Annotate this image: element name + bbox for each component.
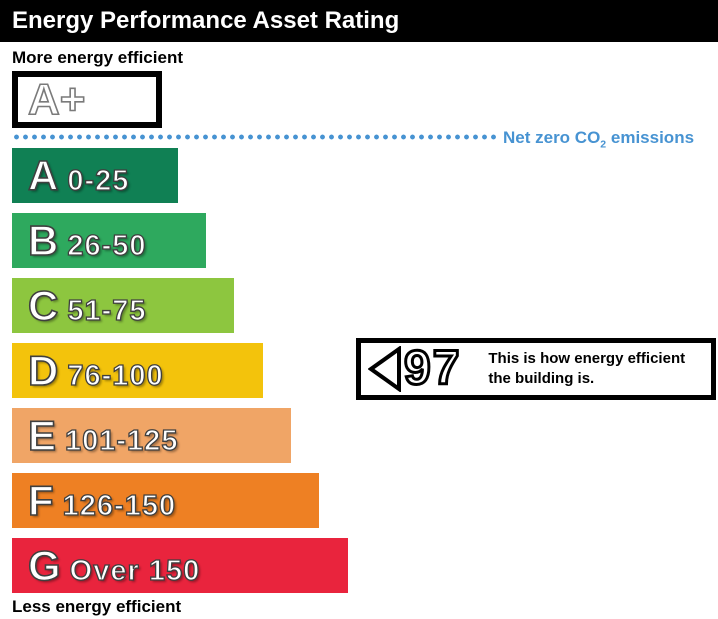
band-b-range: 26-50 <box>67 229 147 262</box>
left-arrow-icon <box>368 346 401 392</box>
band-c-letter: C <box>27 281 59 330</box>
rating-value: 97 <box>402 342 462 395</box>
band-a-letter: A <box>27 151 59 200</box>
net-zero-text-suffix: emissions <box>606 128 695 147</box>
band-d: D 76-100 <box>12 343 263 398</box>
band-b: B 26-50 <box>12 213 206 268</box>
page-title: Energy Performance Asset Rating <box>12 7 400 34</box>
a-plus-band-box: A+ <box>12 71 162 128</box>
band-a-range: 0-25 <box>67 164 130 197</box>
band-b-letter: B <box>27 216 59 265</box>
net-zero-text-prefix: Net zero CO <box>503 128 601 147</box>
band-f-range: 126-150 <box>62 489 177 522</box>
net-zero-subscript: 2 <box>600 138 607 151</box>
band-e-range: 101-125 <box>64 424 179 457</box>
band-f: F 126-150 <box>12 473 319 528</box>
band-g-letter: G <box>27 541 61 590</box>
header-bar: Energy Performance Asset Rating <box>0 0 718 42</box>
band-g: G Over 150 <box>12 538 348 593</box>
rating-indicator-box: 97 This is how energy efficient the buil… <box>356 338 716 400</box>
rating-description: This is how energy efficient the buildin… <box>488 349 685 389</box>
band-c-range: 51-75 <box>67 294 147 327</box>
band-e: E 101-125 <box>12 408 291 463</box>
band-g-range: Over 150 <box>69 554 201 587</box>
band-f-letter: F <box>27 476 54 525</box>
band-d-letter: D <box>27 346 59 395</box>
net-zero-dotted-line <box>12 134 496 140</box>
rating-description-line-1: This is how energy efficient <box>488 350 686 367</box>
band-e-letter: E <box>27 411 57 460</box>
band-d-range: 76-100 <box>67 359 164 392</box>
band-c: C 51-75 <box>12 278 234 333</box>
rating-description-line-2: the building is. <box>488 370 595 387</box>
net-zero-label: Net zero CO2 emissions <box>503 128 694 150</box>
band-a: A 0-25 <box>12 148 178 203</box>
less-efficient-label: Less energy efficient <box>12 597 182 616</box>
a-plus-band-label: A+ <box>27 74 86 124</box>
more-efficient-label: More energy efficient <box>12 48 183 67</box>
